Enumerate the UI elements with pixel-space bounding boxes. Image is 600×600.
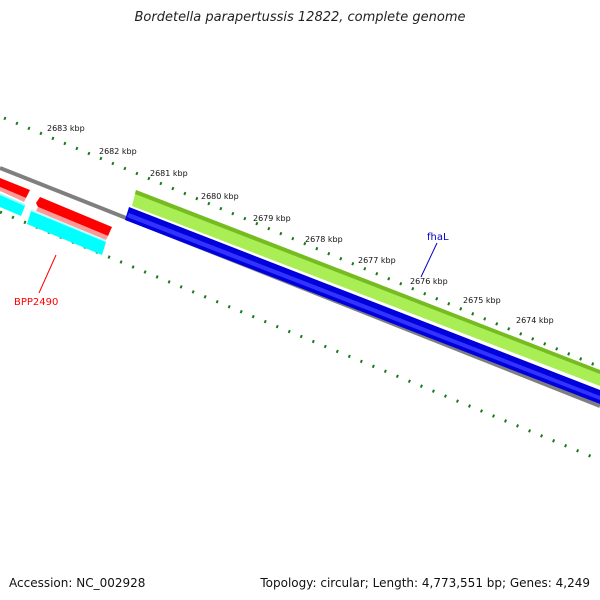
tick-label: 2680 kbp	[201, 192, 239, 201]
footer-accession: Accession: NC_002928	[9, 576, 146, 590]
tick-label: 2681 kbp	[150, 169, 188, 178]
forward-gene-left[interactable]	[0, 178, 30, 198]
tick-label: 2677 kbp	[358, 256, 396, 265]
tick-label: 2674 kbp	[516, 316, 554, 325]
bpp2490-leader	[38, 254, 57, 294]
tick-label: 2683 kbp	[47, 124, 85, 133]
fhal-label[interactable]: fhaL	[427, 232, 449, 243]
bpp2490-label[interactable]: BPP2490	[14, 297, 58, 308]
fhal-green-band[interactable]	[132, 190, 600, 386]
reverse-gene-right-shade	[31, 209, 106, 242]
fhal-leader	[420, 242, 438, 278]
fhal-green-edge	[135, 190, 600, 374]
reverse-gene-left[interactable]	[0, 195, 25, 216]
footer-genome-info: Topology: circular; Length: 4,773,551 bp…	[260, 576, 590, 590]
tick-label: 2675 kbp	[463, 296, 501, 305]
map-title: Bordetella parapertussis 12822, complete…	[134, 10, 466, 25]
reverse-gene-left-shade	[0, 193, 25, 206]
tick-label: 2678 kbp	[305, 235, 343, 244]
tick-label: 2682 kbp	[99, 147, 137, 156]
tick-label: 2679 kbp	[253, 214, 291, 223]
reverse-gene-right[interactable]	[27, 211, 106, 255]
forward-gene-shade-left	[0, 187, 26, 202]
bpp2490-gene-shade	[36, 207, 108, 240]
fhal-blue-shade	[127, 213, 600, 400]
bpp2490-gene[interactable]	[36, 197, 112, 236]
tick-label: 2676 kbp	[410, 277, 448, 286]
